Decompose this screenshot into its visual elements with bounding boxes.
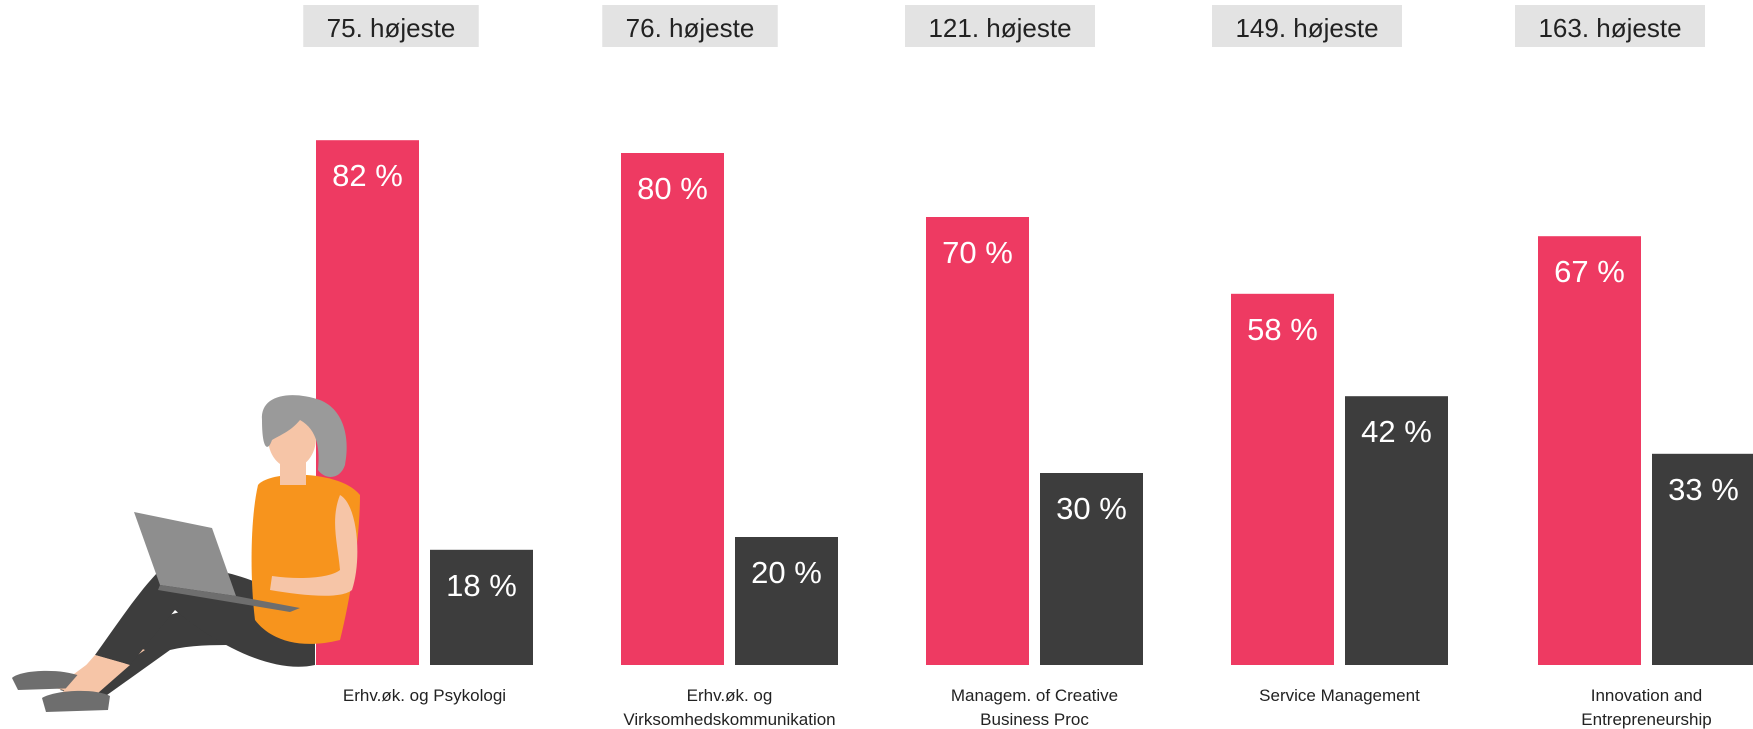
bar-pink (1231, 293, 1334, 665)
category-label-line: Virksomhedskommunikation (623, 710, 835, 729)
rank-badge (905, 5, 1095, 47)
woman-with-laptop-illustration (12, 395, 360, 712)
category-label-line: Service Management (1259, 686, 1420, 705)
laptop-base (158, 585, 300, 612)
bar-pink (926, 217, 1029, 665)
bar-pink (1538, 236, 1641, 665)
rank-label: 163. højeste (1538, 13, 1681, 43)
rank-label: 76. højeste (626, 13, 755, 43)
category-label: Managem. of Creative Business Proc (951, 686, 1118, 729)
data-label: 30 % (1056, 491, 1127, 526)
illustration-arm (270, 495, 358, 596)
rank-badge (303, 5, 479, 47)
bar-dark (1040, 473, 1143, 665)
data-label: 18 % (446, 568, 517, 603)
bar-dark (430, 549, 533, 665)
category-label-line: Entrepreneurship (1581, 710, 1711, 729)
rank-label: 149. højeste (1235, 13, 1378, 43)
illustration-front-calf (60, 655, 130, 700)
data-label: 67 % (1554, 254, 1625, 289)
category-label-line: Managem. of Creative (951, 686, 1118, 705)
bar-dark (1652, 453, 1753, 665)
category-label-line: Business Proc (980, 710, 1089, 729)
data-label: 82 % (332, 158, 403, 193)
illustration-front-shoe (42, 690, 110, 712)
bar-groups: 75. højeste 82 % 18 % Erhv.øk. og Psykologi… (303, 5, 1753, 729)
bar-pink (621, 153, 724, 665)
illustration-back-shoe (12, 670, 80, 690)
bar-dark (735, 537, 838, 665)
data-label: 80 % (637, 171, 708, 206)
data-label: 70 % (942, 235, 1013, 270)
category-label: Innovation and Entrepreneurship (1581, 686, 1711, 729)
category-label-line: Erhv.øk. og (687, 686, 773, 705)
rank-badge (602, 5, 778, 47)
rank-badge (1212, 5, 1402, 47)
category-label-line: Innovation and (1591, 686, 1703, 705)
rank-label: 75. højeste (327, 13, 456, 43)
illustration-hair (261, 395, 347, 477)
rank-badge (1515, 5, 1705, 47)
data-label: 33 % (1668, 472, 1739, 507)
category-label: Erhv.øk. og Virksomhedskommunikation (623, 686, 835, 729)
bar-dark (1345, 396, 1448, 665)
laptop-screen (134, 512, 236, 596)
data-label: 42 % (1361, 414, 1432, 449)
category-label: Erhv.øk. og Psykologi (343, 686, 506, 705)
category-label: Service Management (1259, 686, 1420, 705)
data-label: 20 % (751, 555, 822, 590)
rank-label: 121. højeste (928, 13, 1071, 43)
illustration-torso (251, 474, 360, 644)
data-label: 58 % (1247, 312, 1318, 347)
category-label-line: Erhv.øk. og Psykologi (343, 686, 506, 705)
